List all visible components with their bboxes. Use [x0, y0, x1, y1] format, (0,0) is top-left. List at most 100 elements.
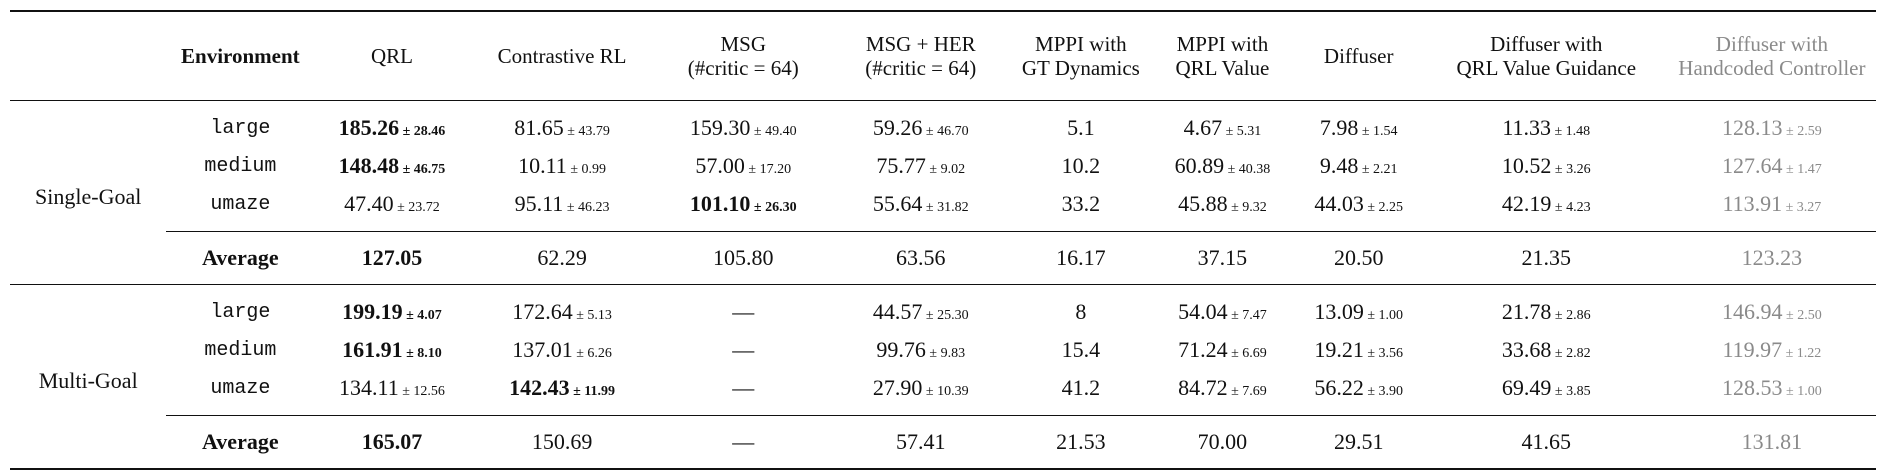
mean-value: — — [732, 337, 755, 362]
result-cell: 56.22 ± 3.90 — [1293, 369, 1425, 416]
std-value: ± 12.56 — [398, 384, 445, 399]
mean-value: 47.40 — [344, 191, 394, 216]
table-row: Multi-Goal large 199.19 ± 4.07 172.64 ± 5.1… — [10, 284, 1876, 470]
mean-value: 146.94 — [1722, 299, 1783, 324]
mean-value: 81.65 — [514, 115, 564, 140]
std-value: ± 3.27 — [1782, 200, 1822, 215]
mean-value: 15.4 — [1061, 337, 1101, 362]
std-value: ± 2.59 — [1782, 124, 1822, 139]
mean-value: — — [732, 299, 755, 324]
mean-value: 10.2 — [1061, 153, 1101, 178]
mean-value: 11.33 — [1502, 115, 1551, 140]
mean-value: — — [732, 375, 755, 400]
result-cell: 137.01 ± 6.26 — [470, 331, 655, 369]
mean-value: 148.48 — [338, 153, 400, 178]
result-cell: 119.97 ± 1.22 — [1668, 331, 1876, 369]
mean-value: 69.49 — [1501, 375, 1552, 400]
column-header: MSG (#critic = 64) — [654, 10, 833, 101]
mean-value: 54.04 — [1178, 299, 1228, 324]
average-value: 105.80 — [654, 231, 833, 285]
result-cell: 33.68 ± 2.82 — [1425, 331, 1668, 369]
result-cell: 60.89 ± 40.38 — [1152, 147, 1293, 185]
mean-value: 55.64 — [872, 191, 923, 216]
result-cell: 44.57 ± 25.30 — [832, 284, 1010, 331]
std-value: ± 1.48 — [1551, 124, 1591, 139]
column-header: MSG + HER (#critic = 64) — [832, 10, 1010, 101]
std-value: ± 10.39 — [922, 384, 969, 399]
average-value: 131.81 — [1667, 415, 1876, 470]
mean-value: 99.76 — [876, 337, 926, 362]
std-value: ± 1.54 — [1358, 124, 1398, 139]
result-cell: 101.10 ± 26.30 — [655, 185, 833, 232]
average-value: 20.50 — [1292, 231, 1425, 285]
mean-value: 8 — [1075, 299, 1087, 324]
std-value: ± 2.25 — [1363, 200, 1404, 215]
average-value: 70.00 — [1152, 415, 1293, 470]
mean-value: 159.30 — [689, 115, 751, 140]
average-value: 123.23 — [1667, 231, 1876, 285]
average-value: 29.51 — [1292, 415, 1425, 470]
result-cell: 15.4 — [1010, 331, 1153, 369]
mean-value: 57.00 — [695, 153, 745, 178]
average-value: 41.65 — [1424, 415, 1668, 470]
mean-value: 172.64 — [512, 299, 573, 324]
mean-value: 42.19 — [1501, 191, 1552, 216]
table-row: medium 161.91 ± 8.10 137.01 ± 6.26—99.76 ±… — [10, 331, 1876, 369]
table-row: medium 148.48 ± 46.75 10.11 ± 0.99 57.00 ± … — [10, 147, 1876, 185]
std-value: ± 0.99 — [566, 162, 606, 177]
result-cell: 99.76 ± 9.83 — [832, 331, 1010, 369]
result-cell: 84.72 ± 7.69 — [1152, 369, 1293, 416]
result-cell: 55.64 ± 31.82 — [832, 185, 1010, 232]
mean-value: 101.10 — [689, 191, 751, 216]
result-cell: 161.91 ± 8.10 — [314, 331, 469, 369]
result-cell: 127.64 ± 1.47 — [1668, 147, 1876, 185]
column-header: MPPI with QRL Value — [1152, 10, 1293, 101]
mean-value: 44.03 — [1314, 191, 1364, 216]
mean-value: 84.72 — [1178, 375, 1228, 400]
result-cell: 95.11 ± 46.23 — [470, 185, 655, 232]
average-row: Average 165.07 150.69—57.41 21.53 70.00 29.51… — [10, 415, 1876, 470]
environment-cell: large — [166, 284, 315, 331]
std-value: ± 7.47 — [1227, 308, 1267, 323]
std-value: ± 9.83 — [925, 346, 966, 361]
mean-value: 95.11 — [514, 191, 564, 216]
result-cell: 172.64 ± 5.13 — [469, 284, 655, 331]
std-value: ± 17.20 — [744, 162, 792, 177]
average-value: 165.07 — [314, 415, 470, 470]
std-value: ± 49.40 — [750, 124, 797, 139]
result-cell: 10.52 ± 3.26 — [1425, 147, 1668, 185]
column-header: Contrastive RL — [469, 10, 655, 101]
average-value: 127.05 — [314, 231, 470, 285]
result-cell: 59.26 ± 46.70 — [832, 100, 1010, 147]
std-value: ± 9.02 — [925, 162, 966, 177]
result-cell: 148.48 ± 46.75 — [314, 147, 469, 185]
result-cell: 44.03 ± 2.25 — [1293, 185, 1425, 232]
average-value: 21.35 — [1424, 231, 1668, 285]
std-value: ± 46.75 — [399, 162, 446, 177]
std-value: ± 2.50 — [1782, 308, 1822, 323]
mean-value: 142.43 — [509, 375, 570, 400]
std-value: ± 43.79 — [563, 124, 610, 139]
results-table-container: Environment QRL Contrastive RL MSG (#critic … — [10, 10, 1876, 470]
mean-value: 33.2 — [1061, 191, 1101, 216]
result-cell: 45.88 ± 9.32 — [1152, 185, 1293, 232]
std-value: ± 31.82 — [922, 200, 969, 215]
std-value: ± 3.56 — [1363, 346, 1404, 361]
result-cell: 27.90 ± 10.39 — [832, 369, 1010, 416]
average-value: 57.41 — [832, 415, 1010, 470]
std-value: ± 6.69 — [1227, 346, 1267, 361]
std-value: ± 1.47 — [1782, 162, 1822, 177]
column-header: QRL — [314, 10, 470, 101]
table-row: umaze 134.11 ± 12.56 142.43 ± 11.99—27.90 … — [10, 369, 1876, 416]
std-value: ± 1.00 — [1782, 384, 1822, 399]
mean-value: 41.2 — [1061, 375, 1101, 400]
header-row: Environment QRL Contrastive RL MSG (#critic … — [10, 10, 1876, 101]
average-value: 63.56 — [832, 231, 1010, 285]
std-value: ± 3.90 — [1363, 384, 1404, 399]
mean-value: 128.13 — [1722, 115, 1783, 140]
mean-value: 185.26 — [338, 115, 400, 140]
std-value: ± 4.23 — [1551, 200, 1591, 215]
std-value: ± 5.13 — [572, 308, 612, 323]
mean-value: 33.68 — [1501, 337, 1552, 362]
std-value: ± 4.07 — [402, 308, 442, 323]
